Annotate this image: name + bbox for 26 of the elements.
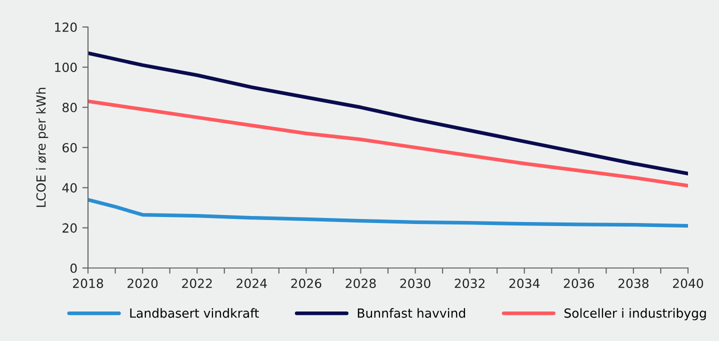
x-tick-label: 2028 [346,278,376,288]
x-tick-label: 2032 [454,278,484,288]
x-tick-label: 2040 [673,278,704,288]
y-tick-label: 120 [55,22,77,32]
x-tick-label: 2030 [400,278,430,288]
x-tick-label: 2024 [236,278,267,288]
legend-label: Bunnfast havvind [358,308,466,318]
y-tick-label: 20 [62,223,77,233]
x-tick-label: 2020 [128,278,158,288]
y-tick-label: 60 [62,142,77,152]
line-series [88,198,688,228]
y-tick-label: 40 [62,183,77,193]
y-axis-title: LCOE i øre per kWh [36,88,48,207]
y-tick-label: 80 [62,102,77,112]
x-tick-label: 2036 [564,278,594,288]
x-tick-label: 2034 [509,278,540,288]
x-tick-label: 2022 [182,278,212,288]
legend-label: Landbasert vindkraft [130,308,259,318]
x-tick-label: 2026 [291,278,322,288]
x-tick-label: 2038 [618,278,649,288]
line-series [88,100,688,188]
y-tick-label: 100 [55,62,77,72]
y-tick-label: 0 [70,263,77,273]
legend-label: Solceller i industribygg [564,308,706,320]
x-tick-label: 2018 [73,278,104,288]
line-series [88,51,688,176]
